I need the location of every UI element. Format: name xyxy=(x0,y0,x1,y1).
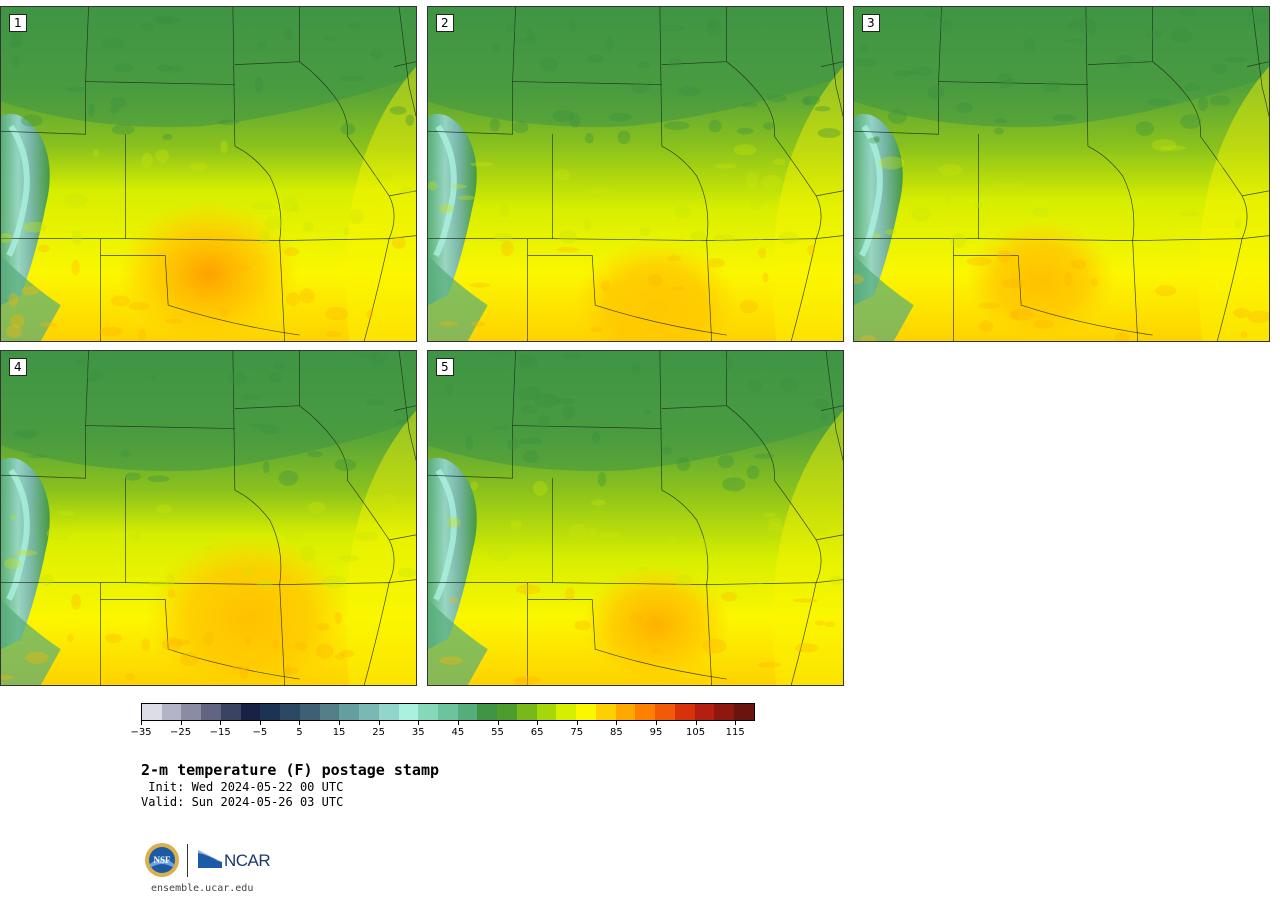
postage-stamp-map-3: 3 xyxy=(853,6,1270,342)
postage-stamp-map-5: 5 xyxy=(427,350,844,686)
init-time: Init: Wed 2024-05-22 00 UTC xyxy=(141,780,344,794)
valid-time: Valid: Sun 2024-05-26 03 UTC xyxy=(141,795,344,809)
colorbar-swatch xyxy=(655,704,675,720)
colorbar-tick-label: −35 xyxy=(130,727,152,738)
temperature-field xyxy=(854,7,1269,341)
colorbar-swatch xyxy=(299,704,320,720)
colorbar-swatch xyxy=(576,704,596,720)
member-label-3: 3 xyxy=(862,14,880,32)
colorbar-tick xyxy=(616,721,618,725)
colorbar-swatch xyxy=(418,704,439,720)
temperature-field xyxy=(1,351,416,685)
colorbar-swatch xyxy=(734,704,754,720)
temperature-field xyxy=(428,7,843,341)
ncar-logo-icon xyxy=(198,850,222,868)
colorbar-swatch xyxy=(438,704,458,720)
temperature-field xyxy=(1,7,416,341)
colorbar-swatch xyxy=(516,704,537,720)
colorbar-tick xyxy=(339,721,341,725)
member-label-4: 4 xyxy=(9,358,27,376)
colorbar-tick xyxy=(576,721,578,725)
colorbar-swatch xyxy=(595,704,616,720)
colorbar-tick-label: −5 xyxy=(252,727,268,738)
colorbar-swatch xyxy=(240,704,261,720)
colorbar-tick-label: 65 xyxy=(530,727,544,738)
colorbar-swatch xyxy=(378,704,399,720)
colorbar-tick xyxy=(655,721,657,725)
ncar-wordmark: NCAR xyxy=(224,851,271,870)
postage-stamp-map-2: 2 xyxy=(427,6,844,342)
colorbar-swatch xyxy=(674,704,695,720)
colorbar-swatch xyxy=(181,704,202,720)
colorbar-swatch xyxy=(714,704,735,720)
colorbar-swatch xyxy=(457,704,478,720)
colorbar-tick-label: −15 xyxy=(209,727,231,738)
colorbar-tick-label: 5 xyxy=(296,727,303,738)
member-label-5: 5 xyxy=(436,358,454,376)
colorbar-tick-label: 115 xyxy=(725,727,745,738)
colorbar-tick xyxy=(378,721,380,725)
colorbar-tick xyxy=(220,721,222,725)
colorbar-tick xyxy=(141,721,142,725)
colorbar-tick-label: 55 xyxy=(491,727,504,738)
colorbar-swatch xyxy=(694,704,715,720)
colorbar-tick xyxy=(457,721,459,725)
nsf-logo-icon: NSF xyxy=(145,843,179,877)
colorbar-tick xyxy=(735,721,737,725)
colorbar-swatch xyxy=(220,704,241,720)
svg-text:NSF: NSF xyxy=(153,855,171,865)
postage-stamp-map-4: 4 xyxy=(0,350,417,686)
colorbar-swatch xyxy=(635,704,656,720)
colorbar-tick-label: 35 xyxy=(411,727,425,738)
colorbar-swatch xyxy=(339,704,360,720)
colorbar-tick-label: 105 xyxy=(686,727,706,738)
colorbar-tick xyxy=(695,721,697,725)
colorbar-tick xyxy=(418,721,420,725)
colorbar-swatch xyxy=(280,704,300,720)
colorbar-tick-label: 25 xyxy=(372,727,386,738)
colorbar-swatch xyxy=(319,704,340,720)
member-label-2: 2 xyxy=(436,14,454,32)
colorbar-tick xyxy=(259,721,261,725)
temperature-field xyxy=(428,351,843,685)
colorbar-swatch xyxy=(398,704,419,720)
logos: NSF NCAR xyxy=(144,842,274,882)
colorbar-swatch xyxy=(161,704,182,720)
colorbar-tick-label: −25 xyxy=(170,727,192,738)
colorbar-tick-label: 75 xyxy=(570,727,584,738)
colorbar-tick-label: 15 xyxy=(332,727,346,738)
colorbar-swatch xyxy=(497,704,517,720)
postage-stamp-map-1: 1 xyxy=(0,6,417,342)
colorbar-ticks: −35 −25 −15 −5 5 15 25 35 45 55 65 75 85 95 105 115 xyxy=(130,721,755,745)
colorbar-tick xyxy=(537,721,539,725)
colorbar-tick xyxy=(497,721,499,725)
temperature-colorbar xyxy=(141,703,755,721)
colorbar-tick-label: 45 xyxy=(451,727,465,738)
chart-title: 2-m temperature (F) postage stamp xyxy=(141,761,440,779)
logo-divider xyxy=(187,844,188,877)
colorbar-swatch xyxy=(615,704,636,720)
colorbar-swatch xyxy=(142,704,162,720)
colorbar-swatch xyxy=(260,704,281,720)
website-url: ensemble.ucar.edu xyxy=(151,883,254,894)
colorbar-swatch xyxy=(556,704,577,720)
colorbar-tick-label: 95 xyxy=(649,727,663,738)
colorbar-swatch xyxy=(477,704,498,720)
colorbar-swatch xyxy=(536,704,557,720)
colorbar-tick-label: 85 xyxy=(609,727,623,738)
colorbar-swatch xyxy=(201,704,221,720)
colorbar-tick xyxy=(180,721,182,725)
member-label-1: 1 xyxy=(9,14,27,32)
colorbar-tick xyxy=(299,721,301,725)
colorbar-swatch xyxy=(359,704,379,720)
